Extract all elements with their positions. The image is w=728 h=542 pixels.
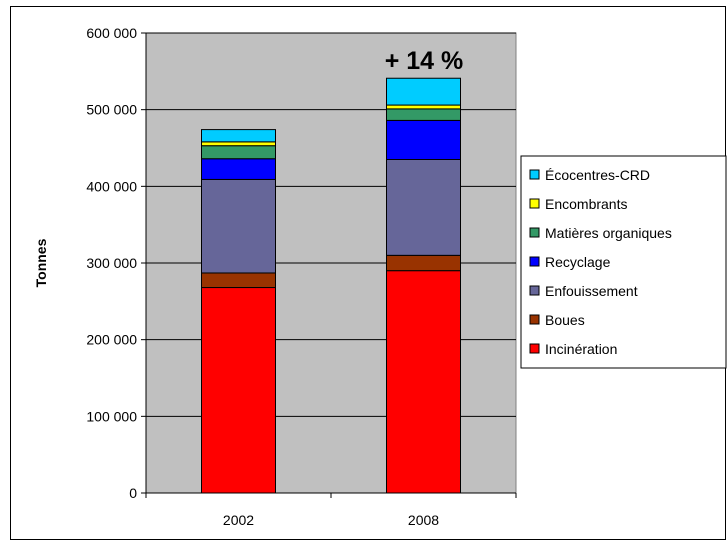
y-tick-label: 0 — [129, 485, 137, 501]
y-tick-label: 500 000 — [86, 102, 137, 118]
bar-segment — [201, 287, 276, 494]
bar-segment — [386, 270, 461, 494]
legend-swatch — [529, 256, 540, 267]
annotation-increase: + 14 % — [385, 47, 464, 75]
legend-swatch — [529, 169, 540, 180]
y-tick-label: 200 000 — [86, 332, 137, 348]
legend-swatch — [529, 343, 540, 354]
legend-label: Écocentres-CRD — [545, 167, 650, 183]
y-tick-label: 100 000 — [86, 408, 137, 424]
bar-segment — [201, 178, 276, 274]
bar-segment — [201, 129, 276, 143]
bar-segment — [386, 254, 461, 272]
bar-segment — [201, 272, 276, 289]
legend-label: Enfouissement — [545, 283, 638, 299]
bar-segment — [201, 145, 276, 160]
legend-box — [520, 155, 727, 369]
x-tick-label: 2008 — [408, 512, 439, 528]
legend-swatch — [529, 285, 540, 296]
y-ticks: 0 100 000 200 000 300 000 400 000 500 000 600 … — [86, 25, 146, 501]
legend-swatch — [529, 198, 540, 209]
bar-segment — [201, 141, 276, 147]
y-tick-label: 600 000 — [86, 25, 137, 41]
bar-segment — [386, 159, 461, 256]
y-axis-title: Tonnes — [33, 238, 49, 287]
x-tick-label: 2002 — [223, 512, 254, 528]
y-tick-label: 300 000 — [86, 255, 137, 271]
bar-segment — [386, 104, 461, 110]
bar-segment — [386, 77, 461, 106]
legend-swatch — [529, 314, 540, 325]
legend: Écocentres-CRD Encombrants Matières organi… — [529, 167, 672, 357]
legend-label: Recyclage — [545, 254, 611, 270]
legend-label: Encombrants — [545, 196, 627, 212]
legend-label: Boues — [545, 312, 585, 328]
legend-label: Incinération — [545, 341, 617, 357]
bars — [201, 77, 461, 494]
legend-label: Matières organiques — [545, 225, 672, 241]
bar-segment — [386, 108, 461, 121]
bar-segment — [201, 158, 276, 180]
legend-swatch — [529, 227, 540, 238]
bar-segment — [386, 119, 461, 160]
x-ticks: 2002 2008 — [145, 493, 517, 528]
y-tick-label: 400 000 — [86, 178, 137, 194]
